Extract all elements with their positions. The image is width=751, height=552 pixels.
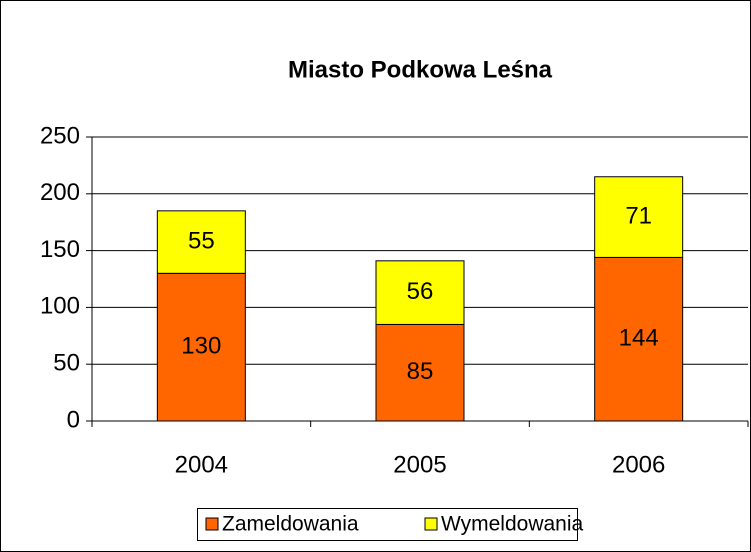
data-label: 56	[407, 278, 434, 305]
y-tick-label: 200	[40, 179, 80, 206]
legend-box	[197, 508, 578, 541]
data-label: 130	[181, 333, 221, 360]
bar-segment	[156, 210, 246, 274]
y-tick-label: 150	[40, 236, 80, 263]
bar-segment	[375, 323, 465, 422]
data-label: 71	[625, 202, 652, 229]
bar-segment	[594, 256, 684, 422]
x-tick-label: 2005	[393, 451, 446, 478]
bar-segment	[156, 272, 246, 422]
bar-segment	[594, 176, 684, 258]
chart-title: Miasto Podkowa Leśna	[288, 56, 553, 83]
x-tick-label: 2004	[175, 451, 228, 478]
legend-label: Zameldowania	[222, 513, 359, 536]
legend-swatch	[424, 517, 438, 531]
data-label: 144	[619, 325, 659, 352]
legend-label: Wymeldowania	[441, 513, 584, 536]
data-label: 85	[407, 358, 434, 385]
y-tick-label: 0	[67, 406, 80, 433]
bar-segment	[375, 260, 465, 325]
x-tick-label: 2006	[612, 451, 665, 478]
y-tick-label: 50	[53, 350, 80, 377]
y-tick-label: 100	[40, 293, 80, 320]
y-tick-label: 250	[40, 122, 80, 149]
legend-swatch	[205, 517, 219, 531]
data-label: 55	[188, 227, 215, 254]
